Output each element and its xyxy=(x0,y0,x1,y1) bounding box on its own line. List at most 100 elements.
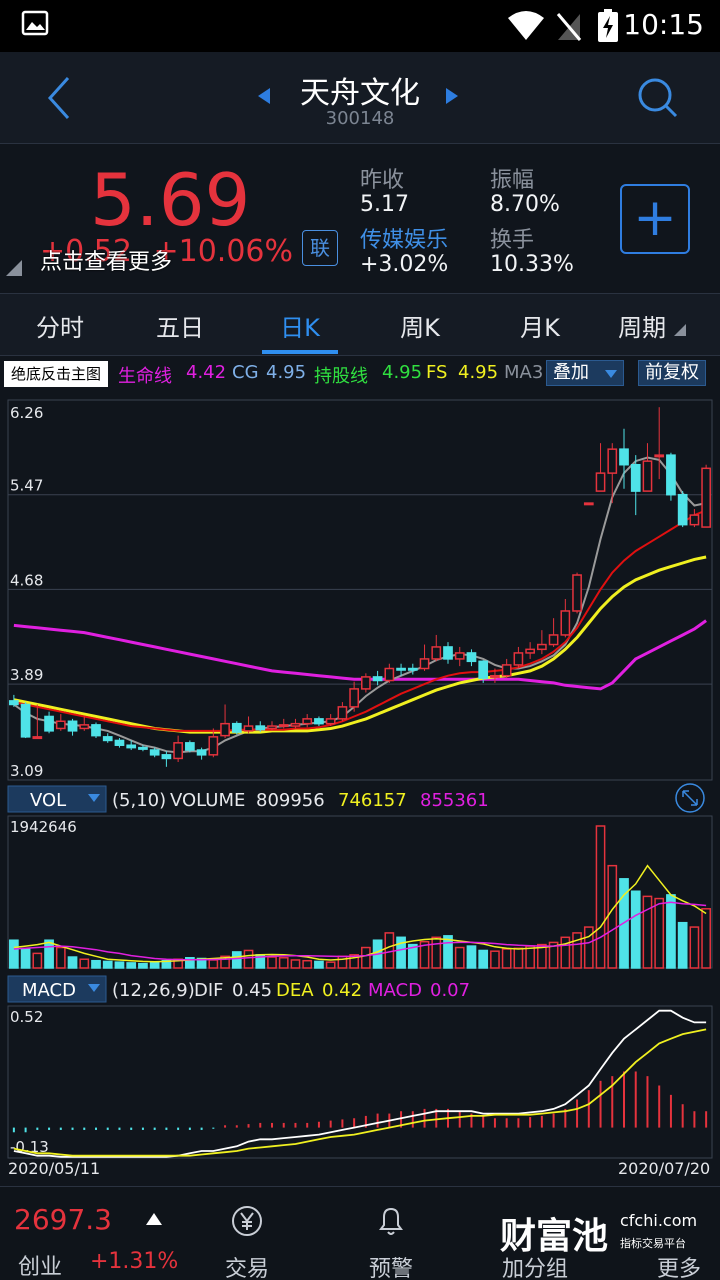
start-date: 2020/05/11 xyxy=(8,1159,100,1178)
candle-body xyxy=(243,725,254,732)
candle-body xyxy=(572,574,582,612)
tab-intraday[interactable]: 分时 xyxy=(36,314,84,342)
volume-max-label: 1942646 xyxy=(10,818,77,836)
wifi-icon xyxy=(508,11,544,40)
next-stock-icon[interactable] xyxy=(446,88,458,104)
candle-body xyxy=(220,722,230,737)
stock-code: 300148 xyxy=(325,108,395,129)
volume-bar xyxy=(208,959,219,969)
volume-bar xyxy=(55,946,66,969)
volume-bar xyxy=(490,950,500,969)
volume-bar xyxy=(243,949,254,969)
prev-stock-icon[interactable] xyxy=(258,88,270,104)
candle-body xyxy=(79,724,90,730)
candle-body xyxy=(537,643,547,651)
tab-daily-k[interactable]: 日K xyxy=(280,314,320,342)
back-icon[interactable] xyxy=(40,74,80,122)
overlay-selector[interactable]: 叠加 xyxy=(546,360,624,386)
overlay-label: 叠加 xyxy=(553,362,589,383)
adjust-selector[interactable]: 前复权 xyxy=(638,360,706,386)
macd-params: (12,26,9) xyxy=(112,980,195,1001)
vol-selector[interactable]: VOL xyxy=(30,790,66,811)
expand-corner-icon[interactable] xyxy=(6,260,22,276)
candle-body xyxy=(654,454,665,458)
battery-charging-icon xyxy=(598,9,618,42)
sector-link[interactable]: 传媒娱乐 xyxy=(360,228,449,253)
search-icon[interactable] xyxy=(636,76,680,120)
macd-selector[interactable]: MACD xyxy=(22,980,76,1001)
vol-ma5: 746157 xyxy=(338,790,407,811)
kline-chart[interactable]: 6.26 5.47 4.68 3.89 3.09 VOL (5,10) VOLUME 8… xyxy=(0,390,720,1186)
linked-button[interactable]: 联 xyxy=(302,230,338,266)
volume-bar xyxy=(396,936,406,969)
candle-body xyxy=(20,703,31,738)
volume-bar xyxy=(114,961,125,969)
macd-label: MACD xyxy=(368,980,422,1001)
volume-bar xyxy=(701,908,711,969)
candle-body xyxy=(231,722,242,733)
candle-body xyxy=(513,652,524,666)
volume-bar xyxy=(431,936,442,969)
candle-body xyxy=(290,722,301,727)
candle-body xyxy=(642,460,653,492)
indicator-selector[interactable]: 绝底反击主图 xyxy=(4,361,109,387)
tab-period[interactable]: 周期 xyxy=(592,308,712,343)
watchlist-label[interactable]: 加分组 xyxy=(501,1257,568,1280)
expand-icon[interactable] xyxy=(675,783,705,813)
volume-bar xyxy=(642,895,653,969)
candle-body xyxy=(337,706,348,720)
candle-body xyxy=(173,742,183,760)
alert-label[interactable]: 预警 xyxy=(368,1257,413,1280)
price-tick-label: 6.26 xyxy=(10,404,43,422)
vol-params: (5,10) xyxy=(112,790,166,811)
clock: 10:15 xyxy=(623,8,704,41)
volume-bar xyxy=(689,926,700,969)
candle-body xyxy=(91,724,101,737)
candle-body xyxy=(583,502,594,506)
more-hint[interactable]: 点击查看更多 xyxy=(40,250,173,275)
price-tick-label: 4.68 xyxy=(10,571,43,589)
bell-icon xyxy=(379,1207,403,1235)
tab-five-day[interactable]: 五日 xyxy=(156,314,204,342)
candle-body xyxy=(208,736,219,756)
volume-bar xyxy=(501,948,512,969)
volume-bar xyxy=(267,956,277,969)
volume-bar xyxy=(572,932,582,969)
hold-line-value: 4.95 xyxy=(382,362,423,383)
candle-body xyxy=(630,463,641,492)
more-label[interactable]: 更多 xyxy=(656,1257,701,1280)
last-price: 5.69 xyxy=(90,158,251,242)
candle-body xyxy=(384,667,395,682)
price-tick-label: 5.47 xyxy=(10,477,43,495)
dea-value: 0.42 xyxy=(322,980,362,1001)
price-change: +0.52 xyxy=(40,234,132,269)
trade-label[interactable]: 交易 xyxy=(224,1257,269,1280)
candle-body xyxy=(560,610,571,636)
index-value[interactable]: 2697.3 xyxy=(14,1203,112,1236)
alert-button[interactable] xyxy=(346,1201,436,1245)
macd-selector-bg[interactable] xyxy=(7,975,107,1003)
price-change-pct: +10.06% xyxy=(153,234,294,269)
index-name: 创业 xyxy=(18,1255,63,1280)
candle-body xyxy=(407,667,418,671)
prev-close-label: 昨收 xyxy=(360,168,405,193)
life-line-value: 4.42 xyxy=(186,362,227,383)
trade-button[interactable] xyxy=(202,1201,292,1245)
prev-close-value: 5.17 xyxy=(360,192,409,217)
tab-monthly-k[interactable]: 月K xyxy=(520,314,560,342)
quote-summary[interactable]: 5.69 +0.52 +10.06% 点击查看更多 联 昨收 5.17 传媒娱乐… xyxy=(0,144,720,294)
volume-bar xyxy=(595,825,606,969)
period-tabs: 分时 五日 日K 周K 月K 周期 xyxy=(0,294,720,356)
vol-ma10: 855361 xyxy=(420,790,489,811)
vol-selector-bg[interactable] xyxy=(7,785,107,813)
add-watchlist-button[interactable]: + xyxy=(620,184,690,254)
volume-bar xyxy=(102,960,113,969)
volume-bar xyxy=(583,926,594,969)
tab-weekly-k[interactable]: 周K xyxy=(400,314,440,342)
index-up-icon xyxy=(146,1213,162,1225)
candle-body xyxy=(466,652,477,663)
candle-body xyxy=(9,700,19,706)
volume-bar xyxy=(607,864,618,969)
candle-body xyxy=(102,736,113,742)
price-series-line xyxy=(13,456,707,754)
